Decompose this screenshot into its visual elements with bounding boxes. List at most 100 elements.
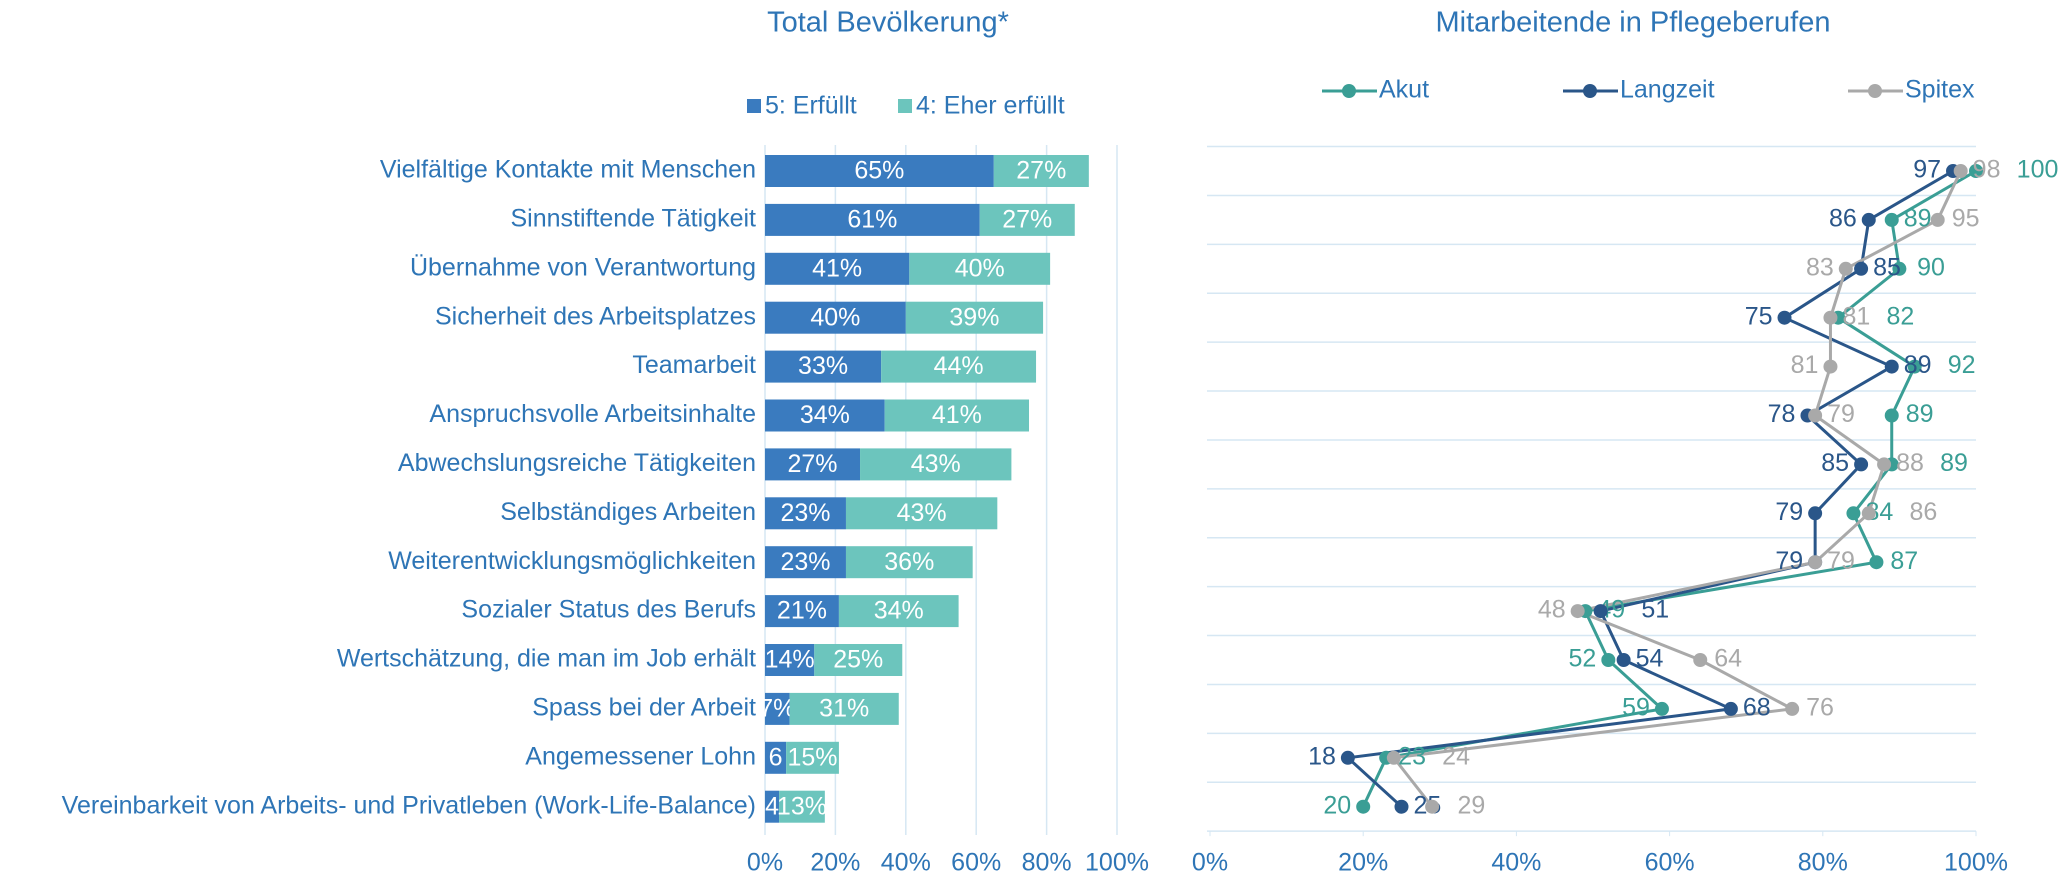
bar-segment [814, 644, 903, 676]
series-marker [1823, 359, 1838, 374]
series-marker [1846, 506, 1861, 521]
bar-segment [845, 546, 973, 579]
series-line [1344, 169, 1954, 808]
series-marker [1777, 310, 1792, 325]
bar-segment [979, 203, 1075, 236]
series-marker [1969, 164, 1983, 178]
x-tick-label: 60% [951, 849, 1001, 877]
bar-segment [765, 497, 846, 530]
series-marker [1930, 212, 1945, 227]
value-label: 86 [1829, 205, 1857, 233]
category-label: Teamarbeit [632, 351, 756, 379]
bar-segment [765, 350, 882, 383]
value-label: 75 [1745, 302, 1773, 330]
series-marker [1823, 310, 1838, 325]
series-marker [1693, 653, 1708, 667]
series-marker [1808, 506, 1823, 521]
bar-segment [765, 203, 980, 236]
value-label: 95 [1952, 205, 1980, 233]
value-label: 87 [1890, 547, 1918, 575]
value-label: 34% [800, 401, 850, 429]
bar-segment [845, 497, 998, 530]
value-label: 43% [897, 499, 947, 527]
value-label: 81 [1791, 351, 1819, 379]
x-tick-label: 20% [810, 849, 860, 877]
series-marker [1616, 653, 1631, 667]
bar-segment [838, 595, 959, 628]
series-marker [1593, 604, 1608, 619]
series-marker [1877, 457, 1892, 472]
legend-label: 5: Erfüllt [765, 92, 857, 120]
series-marker [1869, 555, 1884, 570]
bar-segment [786, 741, 839, 774]
value-label: 78 [1768, 400, 1796, 428]
series-marker [1953, 164, 1968, 178]
series-marker [1861, 212, 1876, 227]
legend-marker [1342, 84, 1356, 98]
value-label: 79 [1827, 547, 1855, 575]
bar-segment [765, 301, 906, 334]
value-label: 25% [833, 646, 883, 674]
category-label: Anspruchsvolle Arbeitsinhalte [429, 400, 756, 428]
series-marker [1601, 653, 1616, 667]
category-label: Übernahme von Verantwortung [410, 253, 756, 281]
series-marker [1425, 799, 1440, 814]
series-marker [1861, 506, 1876, 521]
value-label: 51 [1641, 596, 1669, 624]
value-label: 82 [1886, 302, 1914, 330]
series-marker [1884, 359, 1899, 374]
series-marker [1808, 555, 1823, 570]
bar-segment [765, 644, 815, 676]
legend-label: Spitex [1905, 76, 1975, 104]
value-label: 48 [1538, 596, 1566, 624]
value-label: 27% [1016, 157, 1066, 185]
value-label: 65% [854, 157, 904, 185]
value-label: 89 [1906, 400, 1934, 428]
value-label: 61% [847, 206, 897, 234]
bar-segment [881, 350, 1037, 383]
value-label: 43% [911, 450, 961, 478]
value-label: 79 [1775, 547, 1803, 575]
x-tick-label: 80% [1022, 849, 1072, 877]
category-label: Angemessener Lohn [525, 742, 756, 770]
value-label: 4 [765, 792, 779, 820]
value-label: 81 [1842, 302, 1870, 330]
bar-segment [993, 155, 1089, 187]
value-label: 76 [1806, 694, 1834, 722]
value-label: 21% [777, 597, 827, 625]
legend-swatch [747, 99, 761, 113]
x-tick-label: 40% [881, 849, 931, 877]
legend-marker [1868, 84, 1882, 98]
category-label: Sozialer Status des Berufs [461, 596, 756, 624]
value-label: 27% [787, 450, 837, 478]
value-label: 18 [1308, 742, 1336, 770]
value-label: 89 [1904, 351, 1932, 379]
value-label: 90 [1917, 253, 1945, 281]
legend-label: 4: Eher erfüllt [916, 92, 1065, 120]
value-label: 40% [810, 303, 860, 331]
bar-segment [765, 595, 839, 628]
value-label: 23% [780, 548, 830, 576]
x-tick-label: 0% [747, 849, 783, 877]
value-label: 34% [874, 597, 924, 625]
series-marker [1838, 261, 1853, 276]
bar-segment [765, 741, 787, 774]
chart-title: Mitarbeitende in Pflegeberufen [1436, 7, 1831, 39]
value-label: 13% [777, 792, 827, 820]
chart-title: Total Bevölkerung* [767, 7, 1009, 39]
x-tick-label: 0% [1192, 849, 1228, 877]
bar-segment [765, 252, 910, 285]
bar-segment [765, 448, 861, 481]
series-marker [1854, 261, 1869, 276]
bar-segment [905, 301, 1044, 334]
category-label: Sinnstiftende Tätigkeit [510, 205, 756, 233]
bar-segment [765, 155, 994, 187]
value-label: 97 [1913, 156, 1941, 184]
value-label: 7% [759, 695, 795, 723]
value-label: 15% [787, 743, 837, 771]
legend-marker [1583, 84, 1597, 98]
series-marker [1723, 701, 1738, 716]
category-label: Weiterentwicklungsmöglichkeiten [388, 547, 756, 575]
series-marker [1394, 799, 1409, 814]
